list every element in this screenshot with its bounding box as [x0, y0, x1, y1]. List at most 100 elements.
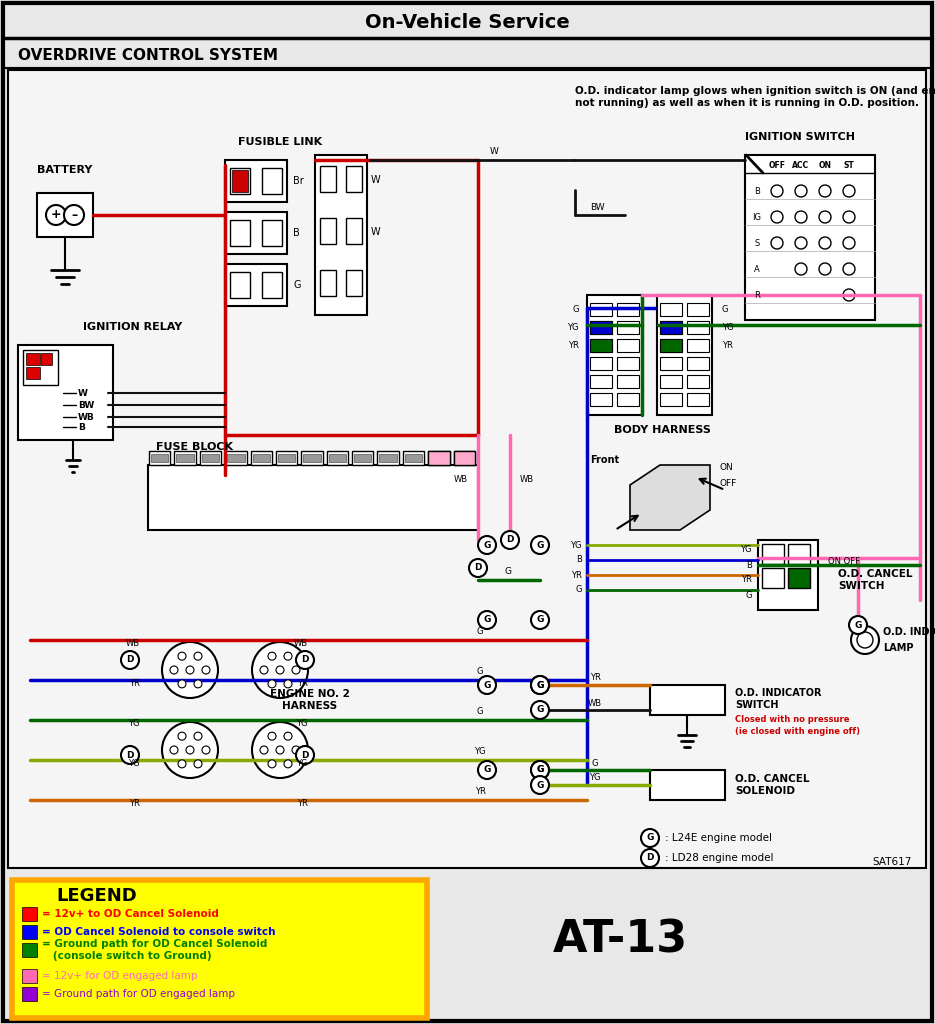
Bar — [617, 375, 639, 388]
Text: WB: WB — [520, 475, 534, 484]
Text: G: G — [537, 615, 543, 625]
Circle shape — [843, 289, 855, 301]
Text: OVERDRIVE CONTROL SYSTEM: OVERDRIVE CONTROL SYSTEM — [18, 47, 278, 62]
Text: G: G — [483, 766, 491, 774]
Bar — [590, 393, 612, 406]
Circle shape — [843, 237, 855, 249]
Circle shape — [843, 263, 855, 275]
Bar — [590, 321, 612, 334]
Bar — [617, 339, 639, 352]
Text: YR: YR — [297, 679, 308, 687]
Text: D: D — [301, 751, 309, 760]
Bar — [225, 264, 287, 306]
Text: YR: YR — [741, 575, 752, 585]
Bar — [303, 454, 321, 462]
Polygon shape — [630, 465, 710, 530]
Circle shape — [478, 676, 496, 694]
Text: WB: WB — [588, 698, 602, 708]
Bar — [262, 272, 282, 298]
Circle shape — [851, 626, 879, 654]
Text: YR: YR — [571, 570, 582, 580]
Bar — [23, 350, 58, 385]
Bar — [315, 155, 367, 315]
Text: = OD Cancel Solenoid to console switch: = OD Cancel Solenoid to console switch — [42, 927, 276, 937]
Text: YG: YG — [722, 323, 733, 332]
Circle shape — [478, 611, 496, 629]
Bar — [230, 272, 250, 298]
Bar — [788, 568, 810, 588]
Circle shape — [641, 849, 659, 867]
Bar — [788, 544, 810, 564]
Text: D: D — [506, 536, 513, 545]
Text: LEGEND: LEGEND — [57, 887, 137, 905]
Bar — [18, 345, 113, 440]
Text: BATTERY: BATTERY — [37, 165, 93, 175]
Bar — [301, 451, 323, 465]
Text: : L24E engine model: : L24E engine model — [665, 833, 772, 843]
Bar — [22, 969, 37, 983]
Bar — [660, 321, 682, 334]
Circle shape — [178, 732, 186, 740]
Circle shape — [284, 760, 292, 768]
Bar — [151, 454, 168, 462]
Text: G: G — [745, 591, 752, 599]
Text: SAT617: SAT617 — [872, 857, 912, 867]
Bar — [320, 166, 336, 193]
Bar — [403, 451, 424, 465]
Bar — [687, 393, 709, 406]
Text: BW: BW — [78, 400, 94, 410]
Text: G: G — [483, 615, 491, 625]
Bar — [617, 321, 639, 334]
Bar — [149, 451, 170, 465]
Circle shape — [121, 651, 139, 669]
Circle shape — [186, 666, 194, 674]
Bar — [587, 295, 642, 415]
Bar — [22, 925, 37, 939]
Text: OFF: OFF — [720, 478, 738, 487]
Bar — [225, 160, 287, 202]
Circle shape — [292, 666, 300, 674]
Text: IGNITION RELAY: IGNITION RELAY — [83, 322, 182, 332]
Circle shape — [194, 760, 202, 768]
Bar — [320, 270, 336, 296]
Text: YG: YG — [296, 719, 308, 727]
Bar — [660, 339, 682, 352]
Circle shape — [284, 680, 292, 688]
Text: G: G — [483, 681, 491, 689]
Text: B: B — [576, 555, 582, 564]
Text: S: S — [755, 239, 759, 248]
Bar — [346, 218, 362, 244]
Bar — [650, 770, 725, 800]
Circle shape — [843, 211, 855, 223]
Circle shape — [162, 642, 218, 698]
Circle shape — [531, 701, 549, 719]
Bar — [346, 270, 362, 296]
Bar — [687, 303, 709, 316]
Text: O.D. CANCEL
SWITCH: O.D. CANCEL SWITCH — [838, 569, 913, 591]
Bar — [232, 170, 248, 193]
Text: AT-13: AT-13 — [553, 919, 687, 962]
Circle shape — [531, 676, 549, 694]
Circle shape — [292, 746, 300, 754]
Text: G: G — [537, 681, 543, 689]
Text: YR: YR — [297, 799, 308, 808]
Bar — [200, 451, 222, 465]
Bar — [453, 451, 475, 465]
Bar — [660, 303, 682, 316]
Text: IGNITION SWITCH: IGNITION SWITCH — [745, 132, 855, 142]
Bar — [225, 451, 247, 465]
Text: YR: YR — [129, 799, 140, 808]
Bar — [175, 451, 195, 465]
Bar — [12, 880, 427, 1018]
Text: G: G — [537, 766, 543, 774]
Circle shape — [296, 746, 314, 764]
Text: G: G — [855, 621, 862, 630]
Circle shape — [268, 652, 276, 660]
Circle shape — [284, 732, 292, 740]
Bar — [660, 339, 682, 352]
Bar — [8, 70, 926, 868]
Circle shape — [268, 680, 276, 688]
Text: BODY HARNESS: BODY HARNESS — [613, 425, 711, 435]
Text: G: G — [477, 628, 483, 637]
Text: YG: YG — [741, 546, 752, 555]
